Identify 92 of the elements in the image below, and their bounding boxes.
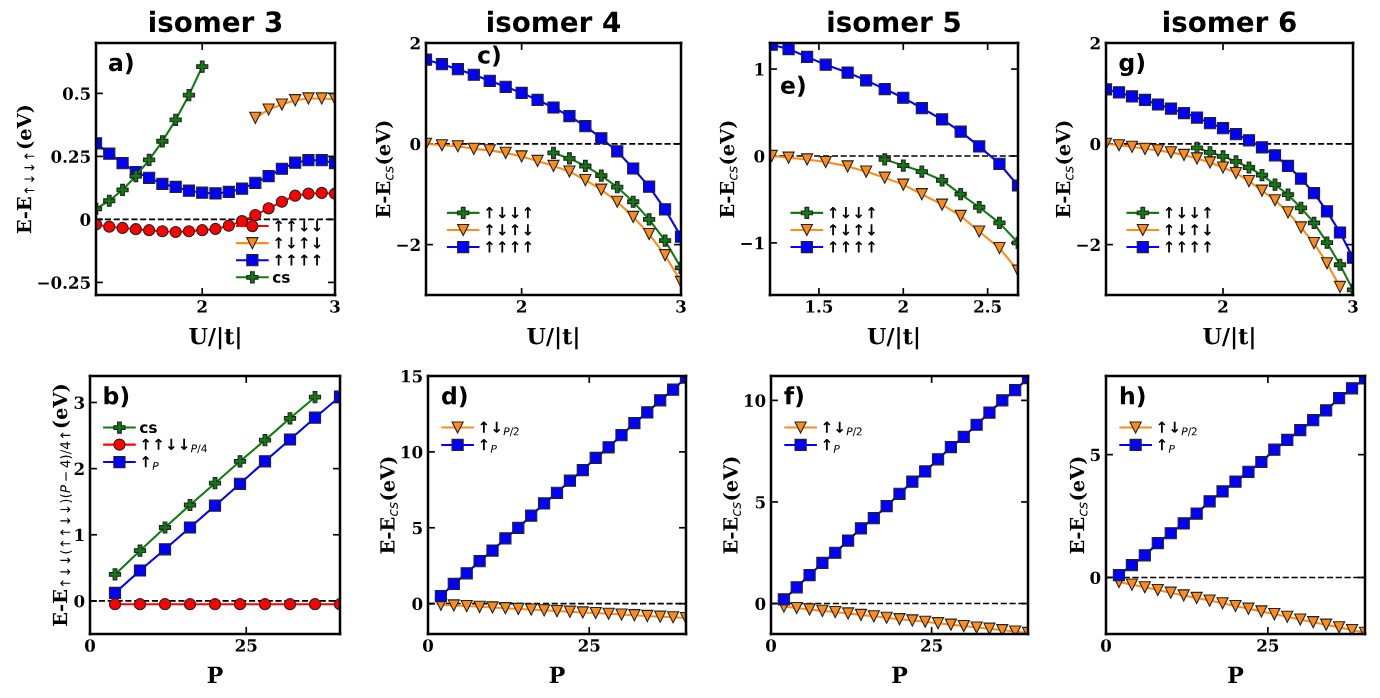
- x-axis-title: P: [892, 666, 908, 683]
- y-tick-label: 0: [754, 149, 765, 163]
- y-axis-title: E-E$_{↑↓↓↑}$(eV): [16, 105, 35, 234]
- legend-label: ↑↓↓↑: [1165, 207, 1211, 219]
- y-axis-title: E-E$_{cs}$(eV): [1069, 457, 1088, 554]
- y-tick-label: 0.5: [62, 87, 90, 100]
- x-axis-title: U/|t|: [527, 327, 578, 350]
- y-tick-label: 1: [755, 63, 764, 76]
- x-tick-label: 0: [422, 639, 434, 652]
- x-tick-label: 3: [676, 300, 686, 313]
- chart-title: isomer 6: [1164, 10, 1296, 33]
- y-axis-title: E-E$_{cs}$(eV): [719, 121, 738, 218]
- y-axis-title: E-E$_{cs}$(eV): [379, 457, 398, 554]
- y-tick-label: 1: [75, 528, 84, 542]
- y-tick-label: 10: [744, 394, 766, 407]
- legend-label: ↑↓↑↓: [275, 237, 321, 249]
- legend-label: ↑↓$_{P/2}$: [480, 421, 519, 437]
- x-tick-label: 3: [1348, 300, 1358, 313]
- chart-title: isomer 5: [828, 10, 960, 33]
- y-tick-label: 0: [1090, 571, 1101, 585]
- y-tick-label: 0: [755, 597, 766, 611]
- y-tick-label: −0.25: [38, 276, 90, 289]
- y-tick-label: 5: [1090, 448, 1100, 462]
- legend-label: ↑$_{P}$: [142, 456, 159, 470]
- y-axis-title: E-E$_{cs}$(eV): [375, 121, 394, 218]
- x-tick-label: 25: [578, 639, 600, 652]
- y-axis-title: E-E$_{↑↓↓(↑↑↓↓)(P−4)/4↑}$(eV): [52, 385, 73, 626]
- annotation: e): [780, 75, 805, 97]
- x-tick-label: 2: [898, 300, 908, 313]
- y-tick-label: 2: [1090, 36, 1100, 50]
- legend-label: ↑↑↓↓$_{P/4}$: [142, 438, 207, 454]
- annotation: d): [441, 386, 467, 408]
- y-tick-label: 2: [74, 462, 84, 475]
- legend-label: ↑↑↑↑: [486, 241, 532, 253]
- legend-label: cs: [139, 424, 157, 434]
- y-tick-label: −2: [1077, 238, 1100, 251]
- y-tick-label: 5: [412, 521, 422, 535]
- legend-label: ↑$_{P}$: [1158, 439, 1175, 453]
- x-tick-label: 0: [765, 639, 777, 652]
- legend-label: ↑↓↑↓: [486, 224, 532, 236]
- legend-label: ↑$_{P}$: [823, 439, 840, 453]
- x-tick-label: 2: [1218, 300, 1228, 313]
- legend-label: ↑↓↓↑: [829, 207, 875, 219]
- x-tick-label: 3: [330, 300, 340, 313]
- y-tick-label: −2: [397, 238, 420, 251]
- annotation: a): [108, 53, 133, 75]
- legend-label: ↑↓↑↓: [1165, 224, 1211, 236]
- x-axis-title: P: [207, 666, 223, 683]
- x-tick-label: 25: [235, 639, 257, 652]
- x-axis-title: U/|t|: [1203, 327, 1254, 350]
- legend-label: ↑↓$_{P/2}$: [1158, 421, 1197, 437]
- x-tick-label: 2.5: [974, 300, 1001, 313]
- y-tick-label: 10: [401, 445, 423, 459]
- y-tick-label: 15: [401, 369, 422, 383]
- y-tick-label: 0: [74, 594, 85, 608]
- legend-label: ↑↑↑↑: [829, 241, 875, 253]
- legend-label: ↑↓↑↓: [829, 224, 875, 236]
- y-axis-title: E-E$_{cs}$(eV): [1055, 121, 1074, 218]
- chart-title: isomer 4: [488, 10, 621, 33]
- y-tick-label: 0.25: [51, 150, 90, 163]
- x-tick-label: 25: [921, 639, 942, 652]
- legend-label: ↑↑↑↑: [1165, 241, 1211, 253]
- y-tick-label: 0: [410, 137, 421, 151]
- x-tick-label: 2: [197, 300, 207, 313]
- x-tick-label: 1.5: [806, 300, 833, 313]
- legend-label: cs: [272, 274, 290, 283]
- y-axis-title: E-E$_{cs}$(eV): [722, 457, 741, 554]
- y-tick-label: 0: [80, 213, 91, 226]
- x-tick-label: 2: [516, 300, 526, 313]
- annotation: g): [1119, 53, 1145, 77]
- x-axis-title: U/|t|: [189, 327, 240, 350]
- x-axis-title: U/|t|: [867, 327, 919, 350]
- y-tick-label: 2: [410, 36, 420, 50]
- y-tick-label: 5: [755, 496, 765, 509]
- y-tick-label: 0: [412, 597, 423, 611]
- legend-label: ↑↑↑↑: [275, 254, 321, 266]
- legend-label: ↑$_{P}$: [480, 439, 497, 453]
- annotation: f): [784, 386, 803, 408]
- x-axis-title: P: [549, 666, 565, 683]
- x-axis-title: P: [1228, 666, 1244, 683]
- legend-label: ↑↓$_{P/2}$: [823, 421, 862, 437]
- legend-label: ↑↑↓↓: [275, 220, 321, 232]
- y-tick-label: 3: [74, 396, 85, 410]
- y-tick-label: −1: [741, 236, 764, 250]
- annotation: c): [478, 45, 500, 67]
- chart-title: isomer 3: [150, 10, 282, 33]
- y-tick-label: 0: [1090, 137, 1101, 151]
- annotation: h): [1120, 386, 1145, 408]
- x-tick-label: 25: [1257, 639, 1279, 652]
- x-tick-label: 0: [1100, 639, 1112, 652]
- legend-label: ↑↓↓↑: [486, 207, 532, 219]
- annotation: b): [104, 386, 129, 408]
